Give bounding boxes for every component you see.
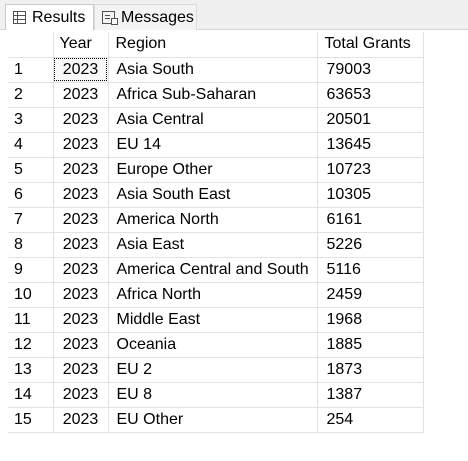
year-cell[interactable]: 2023 xyxy=(53,332,109,358)
column-header-region[interactable]: Region xyxy=(108,32,318,58)
total-grants-cell[interactable]: 79003 xyxy=(317,57,424,83)
table-row[interactable]: 7 2023 America North 6161 xyxy=(8,207,424,233)
region-cell[interactable]: Africa North xyxy=(108,282,318,308)
row-number-cell[interactable]: 12 xyxy=(8,332,54,358)
region-cell[interactable]: Asia South East xyxy=(108,182,318,208)
row-number-cell[interactable]: 13 xyxy=(8,357,54,383)
year-cell[interactable]: 2023 xyxy=(53,132,109,158)
region-cell[interactable]: Middle East xyxy=(108,307,318,333)
total-grants-cell[interactable]: 254 xyxy=(317,407,424,433)
year-cell[interactable]: 2023 xyxy=(53,207,109,233)
year-cell[interactable]: 2023 xyxy=(53,107,109,133)
total-grants-cell[interactable]: 5226 xyxy=(317,232,424,258)
messages-icon xyxy=(102,11,118,25)
year-cell[interactable]: 2023 xyxy=(53,282,109,308)
row-number-cell[interactable]: 6 xyxy=(8,182,54,208)
region-cell[interactable]: Asia South xyxy=(108,57,318,83)
table-row[interactable]: 1 2023 Asia South 79003 xyxy=(8,57,424,83)
grid-header-row: Year Region Total Grants xyxy=(8,32,424,58)
total-grants-cell[interactable]: 1873 xyxy=(317,357,424,383)
table-row[interactable]: 11 2023 Middle East 1968 xyxy=(8,307,424,333)
table-row[interactable]: 4 2023 EU 14 13645 xyxy=(8,132,424,158)
region-cell[interactable]: Asia East xyxy=(108,232,318,258)
row-number-header[interactable] xyxy=(8,32,54,58)
row-number-cell[interactable]: 14 xyxy=(8,382,54,408)
region-cell[interactable]: Africa Sub-Saharan xyxy=(108,82,318,108)
year-cell[interactable]: 2023 xyxy=(53,257,109,283)
tab-messages[interactable]: Messages xyxy=(94,4,197,30)
region-cell[interactable]: EU 2 xyxy=(108,357,318,383)
year-cell[interactable]: 2023 xyxy=(53,57,109,83)
row-number-cell[interactable]: 5 xyxy=(8,157,54,183)
tab-messages-label: Messages xyxy=(121,8,194,26)
total-grants-cell[interactable]: 5116 xyxy=(317,257,424,283)
total-grants-cell[interactable]: 20501 xyxy=(317,107,424,133)
row-number-cell[interactable]: 7 xyxy=(8,207,54,233)
table-row[interactable]: 3 2023 Asia Central 20501 xyxy=(8,107,424,133)
row-number-cell[interactable]: 11 xyxy=(8,307,54,333)
table-row[interactable]: 12 2023 Oceania 1885 xyxy=(8,332,424,358)
total-grants-cell[interactable]: 1387 xyxy=(317,382,424,408)
results-tabbar: Results Messages xyxy=(0,0,468,30)
table-row[interactable]: 15 2023 EU Other 254 xyxy=(8,407,424,433)
year-cell[interactable]: 2023 xyxy=(53,382,109,408)
year-cell[interactable]: 2023 xyxy=(53,357,109,383)
row-number-cell[interactable]: 3 xyxy=(8,107,54,133)
table-row[interactable]: 9 2023 America Central and South 5116 xyxy=(8,257,424,283)
table-row[interactable]: 10 2023 Africa North 2459 xyxy=(8,282,424,308)
column-header-total-grants[interactable]: Total Grants xyxy=(317,32,424,58)
year-cell[interactable]: 2023 xyxy=(53,82,109,108)
total-grants-cell[interactable]: 1968 xyxy=(317,307,424,333)
year-cell[interactable]: 2023 xyxy=(53,157,109,183)
column-header-year[interactable]: Year xyxy=(53,32,109,58)
year-cell[interactable]: 2023 xyxy=(53,232,109,258)
table-row[interactable]: 2 2023 Africa Sub-Saharan 63653 xyxy=(8,82,424,108)
total-grants-cell[interactable]: 63653 xyxy=(317,82,424,108)
total-grants-cell[interactable]: 10723 xyxy=(317,157,424,183)
row-number-cell[interactable]: 8 xyxy=(8,232,54,258)
region-cell[interactable]: EU Other xyxy=(108,407,318,433)
results-grid: Year Region Total Grants 1 2023 Asia South… xyxy=(8,32,424,433)
row-number-cell[interactable]: 9 xyxy=(8,257,54,283)
region-cell[interactable]: Asia Central xyxy=(108,107,318,133)
region-cell[interactable]: America North xyxy=(108,207,318,233)
row-number-cell[interactable]: 10 xyxy=(8,282,54,308)
table-row[interactable]: 6 2023 Asia South East 10305 xyxy=(8,182,424,208)
row-number-cell[interactable]: 15 xyxy=(8,407,54,433)
tab-results-label: Results xyxy=(32,8,86,26)
row-number-cell[interactable]: 1 xyxy=(8,57,54,83)
total-grants-cell[interactable]: 1885 xyxy=(317,332,424,358)
table-row[interactable]: 13 2023 EU 2 1873 xyxy=(8,357,424,383)
year-cell[interactable]: 2023 xyxy=(53,182,109,208)
grid-icon xyxy=(13,11,26,24)
year-cell[interactable]: 2023 xyxy=(53,407,109,433)
region-cell[interactable]: EU 14 xyxy=(108,132,318,158)
total-grants-cell[interactable]: 2459 xyxy=(317,282,424,308)
region-cell[interactable]: EU 8 xyxy=(108,382,318,408)
row-number-cell[interactable]: 4 xyxy=(8,132,54,158)
total-grants-cell[interactable]: 6161 xyxy=(317,207,424,233)
total-grants-cell[interactable]: 10305 xyxy=(317,182,424,208)
total-grants-cell[interactable]: 13645 xyxy=(317,132,424,158)
tab-results[interactable]: Results xyxy=(5,4,94,30)
region-cell[interactable]: America Central and South xyxy=(108,257,318,283)
table-row[interactable]: 14 2023 EU 8 1387 xyxy=(8,382,424,408)
year-cell[interactable]: 2023 xyxy=(53,307,109,333)
region-cell[interactable]: Europe Other xyxy=(108,157,318,183)
region-cell[interactable]: Oceania xyxy=(108,332,318,358)
table-row[interactable]: 8 2023 Asia East 5226 xyxy=(8,232,424,258)
row-number-cell[interactable]: 2 xyxy=(8,82,54,108)
table-row[interactable]: 5 2023 Europe Other 10723 xyxy=(8,157,424,183)
